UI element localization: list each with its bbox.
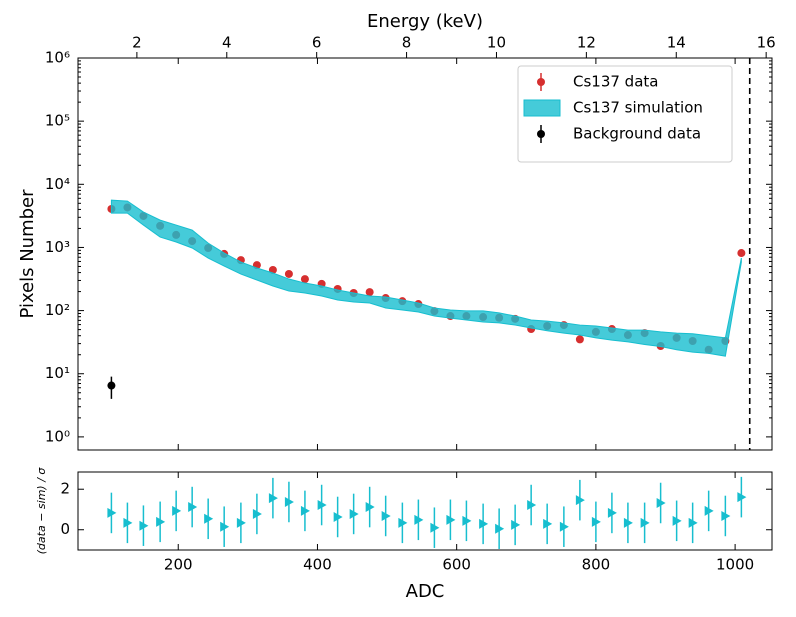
legend-swatch <box>523 99 561 117</box>
x-tick-label: 800 <box>582 556 611 574</box>
simulation-band <box>110 199 742 357</box>
y-tick-label: 10⁴ <box>45 175 70 193</box>
plot-frame <box>77 57 773 451</box>
residual-marker <box>365 502 375 513</box>
residual-marker <box>656 497 666 508</box>
residual-marker <box>252 508 262 519</box>
legend-label: Cs137 simulation <box>573 99 703 117</box>
residual-marker <box>672 515 682 526</box>
residual-marker <box>107 507 117 518</box>
residual-marker <box>284 496 294 507</box>
plot-frame <box>77 471 773 551</box>
y-tick-label: 0 <box>60 520 70 538</box>
residual-marker <box>737 492 747 503</box>
y-tick-label: 10⁰ <box>45 427 70 445</box>
residual-marker <box>236 517 246 528</box>
x2-tick-label: 4 <box>222 34 232 52</box>
x-tick-label: 400 <box>303 556 332 574</box>
residual-marker <box>527 500 537 511</box>
data-point <box>365 288 374 297</box>
residual-marker <box>414 514 424 525</box>
data-point <box>300 275 309 284</box>
residual-marker <box>156 516 166 527</box>
legend-label: Cs137 data <box>573 73 658 91</box>
residual-marker <box>349 508 359 519</box>
x2-tick-label: 14 <box>667 34 686 52</box>
residual-marker <box>204 513 214 524</box>
legend-swatch <box>537 78 545 86</box>
x-tick-label: 1000 <box>716 556 754 574</box>
residual-marker <box>220 521 230 532</box>
x-label: ADC <box>406 581 445 602</box>
residual-marker <box>607 507 617 518</box>
y-tick-label: 10⁵ <box>45 112 70 130</box>
x2-tick-label: 10 <box>487 34 506 52</box>
residual-marker <box>430 522 440 533</box>
residual-marker <box>300 505 310 516</box>
residual-marker <box>462 515 472 526</box>
data-point <box>737 249 746 258</box>
x-tick-label: 600 <box>442 556 471 574</box>
x2-tick-label: 16 <box>757 34 776 52</box>
data-point <box>107 381 116 390</box>
residual-marker <box>333 511 343 522</box>
legend-label: Background data <box>573 125 701 143</box>
residual-marker <box>268 493 278 504</box>
x2-label: Energy (keV) <box>367 11 483 32</box>
data-point <box>284 269 293 278</box>
x2-tick-label: 6 <box>312 34 322 52</box>
y-label: Pixels Number <box>17 189 38 319</box>
residual-marker <box>559 521 569 532</box>
residual-marker <box>188 502 198 513</box>
residual-marker <box>123 517 133 528</box>
y-tick-label: 10⁶ <box>45 49 70 67</box>
residual-marker <box>495 523 505 534</box>
residual-marker <box>139 520 149 531</box>
y-tick-label: 10¹ <box>45 364 70 382</box>
residual-marker <box>543 518 553 529</box>
data-point <box>575 335 584 344</box>
y-tick-label: 10³ <box>45 238 70 256</box>
residual-y-label: (data − sim) / σ <box>35 467 48 555</box>
legend-swatch <box>537 130 545 138</box>
residual-marker <box>398 517 408 528</box>
residual-marker <box>511 519 521 530</box>
x2-tick-label: 8 <box>402 34 412 52</box>
x-tick-label: 200 <box>164 556 193 574</box>
residual-marker <box>640 517 650 528</box>
residual-marker <box>704 505 714 516</box>
residual-marker <box>317 500 327 511</box>
residual-marker <box>575 495 585 506</box>
residual-marker <box>623 517 633 528</box>
residual-marker <box>446 514 456 525</box>
x2-tick-label: 12 <box>577 34 596 52</box>
residual-marker <box>479 518 489 529</box>
residual-marker <box>688 517 698 528</box>
residual-marker <box>721 510 731 521</box>
y-tick-label: 10² <box>45 301 70 319</box>
y-tick-label: 2 <box>60 480 70 498</box>
residual-marker <box>381 510 391 521</box>
residual-marker <box>172 505 182 516</box>
legend-box <box>517 65 733 163</box>
x2-tick-label: 2 <box>132 34 142 52</box>
residual-marker <box>591 516 601 527</box>
